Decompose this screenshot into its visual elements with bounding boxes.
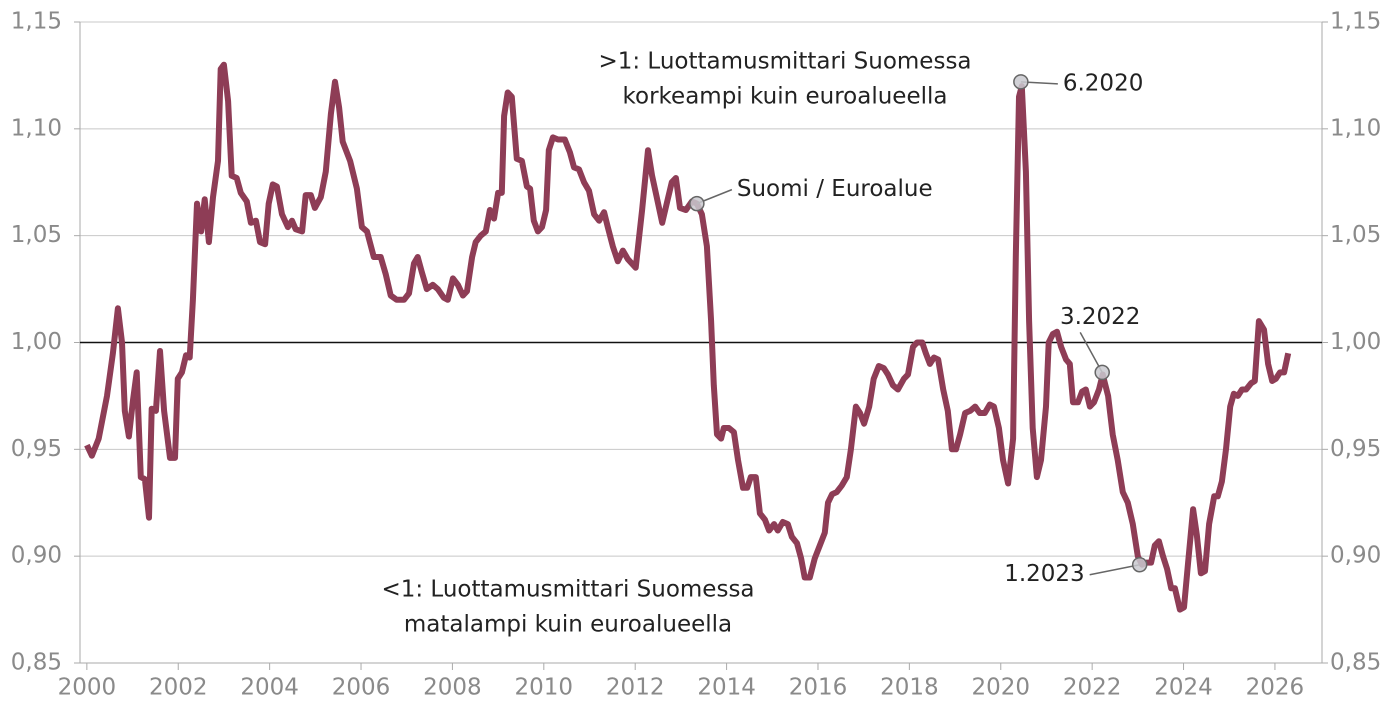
x-tick-label: 2022: [1063, 675, 1122, 701]
y-tick-label: 0,85: [11, 650, 62, 676]
y2-tick-label: 1,05: [1330, 222, 1381, 248]
x-tick-label: 2024: [1154, 675, 1213, 701]
y2-tick-label: 0,90: [1330, 543, 1381, 569]
annotation-note: matalampi kuin euroalueella: [404, 612, 732, 638]
y2-tick-label: 0,85: [1330, 650, 1381, 676]
annotation-label: Suomi / Euroalue: [737, 176, 933, 202]
annotation-label: 6.2020: [1063, 70, 1143, 96]
annotation-note: korkeampi kuin euroalueella: [623, 84, 948, 110]
data-line: [84, 61, 1292, 613]
x-tick-label: 2012: [606, 675, 665, 701]
y-tick-label: 1,15: [11, 9, 62, 35]
x-tick-label: 2006: [332, 675, 391, 701]
annotation-marker: [1094, 364, 1110, 381]
x-tick-label: 2010: [515, 675, 574, 701]
y2-tick-label: 1,15: [1330, 9, 1381, 35]
x-tick-label: 2020: [971, 675, 1030, 701]
x-tick-label: 2014: [697, 675, 756, 701]
annotation-marker: [1013, 74, 1029, 90]
annotation-leader: [1089, 563, 1140, 576]
y-tick-label: 1,10: [11, 115, 62, 141]
x-tick-label: 2016: [789, 675, 848, 701]
annotation-note: >1: Luottamusmittari Suomessa: [598, 49, 971, 75]
y-tick-label: 0,95: [11, 436, 62, 462]
y-tick-label: 1,00: [11, 329, 62, 355]
x-tick-label: 2004: [240, 675, 299, 701]
x-tick-label: 2018: [880, 675, 939, 701]
annotation-marker: [689, 195, 705, 212]
x-tick-label: 2002: [149, 675, 208, 701]
annotation-label: 3.2022: [1060, 304, 1140, 330]
y2-tick-label: 1,10: [1330, 115, 1381, 141]
y-tick-label: 0,90: [11, 543, 62, 569]
x-tick-label: 2026: [1246, 675, 1305, 701]
annotation-label: 1.2023: [1004, 561, 1084, 587]
annotation-note: <1: Luottamusmittari Suomessa: [381, 577, 754, 603]
y-tick-label: 1,05: [11, 222, 62, 248]
y2-tick-label: 0,95: [1330, 436, 1381, 462]
x-tick-label: 2000: [58, 675, 117, 701]
y2-tick-label: 1,00: [1330, 329, 1381, 355]
x-tick-label: 2008: [423, 675, 482, 701]
annotation-marker: [1131, 556, 1148, 573]
